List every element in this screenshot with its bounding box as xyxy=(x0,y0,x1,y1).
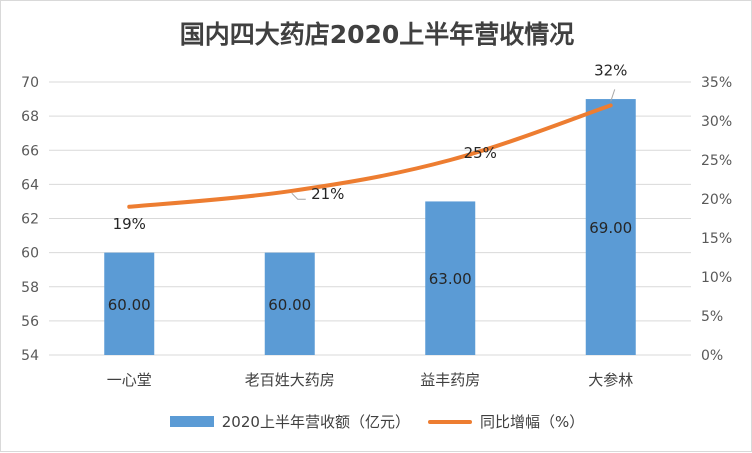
bar-data-label: 60.00 xyxy=(108,296,151,314)
series-line xyxy=(127,103,613,209)
y-right-tick-label: 25% xyxy=(701,153,732,169)
legend-swatch-line xyxy=(427,419,472,424)
bar-data-label: 69.00 xyxy=(589,219,632,237)
x-category-label: 老百姓大药房 xyxy=(245,371,335,389)
y-left-tick-label: 66 xyxy=(21,143,39,159)
bar xyxy=(104,252,155,355)
line-data-label: 32% xyxy=(594,61,627,79)
bar-data-label: 60.00 xyxy=(268,296,311,314)
legend-item-line: 同比增幅（%） xyxy=(427,411,585,432)
leader-line xyxy=(291,192,306,200)
legend: 2020上半年营收额（亿元） 同比增幅（%） xyxy=(1,411,752,432)
leader-line xyxy=(610,89,616,102)
y-left-tick-label: 62 xyxy=(21,212,39,228)
x-category-label: 大参林 xyxy=(588,371,633,389)
y-right-tick-label: 5% xyxy=(701,309,723,325)
legend-swatch-bar xyxy=(169,416,214,427)
y-right-tick-label: 15% xyxy=(701,231,732,247)
y-right-tick-label: 20% xyxy=(701,192,732,208)
x-category-label: 益丰药房 xyxy=(420,371,480,389)
bar-data-label: 63.00 xyxy=(429,270,472,288)
y-right-tick-label: 0% xyxy=(701,348,723,364)
legend-label-bar: 2020上半年营收额（亿元） xyxy=(221,413,410,431)
legend-label-line: 同比增幅（%） xyxy=(479,413,585,431)
y-left-tick-label: 56 xyxy=(21,314,39,330)
chart-title: 国内四大药店2020上半年营收情况 xyxy=(179,20,575,49)
y-right-tick-label: 35% xyxy=(701,75,732,91)
bar xyxy=(425,201,476,355)
y-left-tick-label: 60 xyxy=(21,246,39,262)
y-left-tick-label: 64 xyxy=(21,177,39,193)
y-right-tick-label: 30% xyxy=(701,114,732,130)
line-data-label: 19% xyxy=(113,215,146,233)
y-left-tick-label: 70 xyxy=(21,75,39,91)
y-left-tick-label: 68 xyxy=(21,109,39,125)
bar xyxy=(264,252,315,355)
line-data-label: 21% xyxy=(311,185,344,203)
x-category-label: 一心堂 xyxy=(107,371,152,389)
y-left-tick-label: 58 xyxy=(21,280,39,296)
legend-item-bar: 2020上半年营收额（亿元） xyxy=(169,411,410,432)
bar xyxy=(585,99,636,355)
y-left-tick-label: 54 xyxy=(21,348,39,364)
y-right-tick-label: 10% xyxy=(701,270,732,286)
line-data-label: 25% xyxy=(464,144,497,162)
